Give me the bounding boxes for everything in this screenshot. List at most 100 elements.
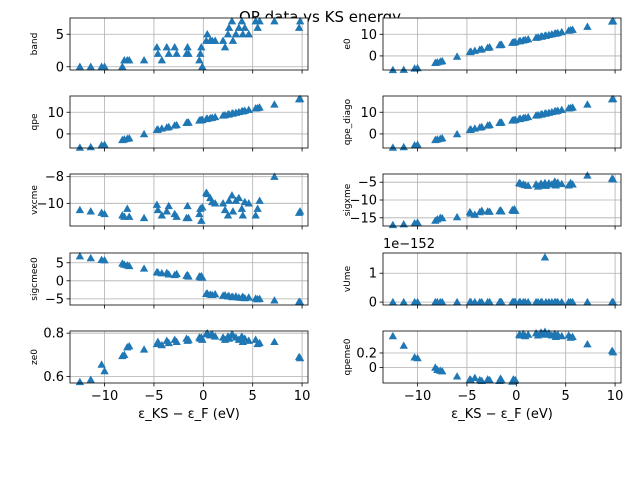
x-tick-label: 0 [199, 389, 207, 404]
data-point [583, 171, 592, 179]
data-point [198, 203, 207, 211]
data-point [608, 297, 618, 306]
data-point [388, 65, 398, 74]
data-point [228, 36, 238, 44]
data-point [583, 339, 592, 348]
data-point [157, 211, 167, 219]
y-axis-label: sigxme [343, 183, 353, 216]
y-axis-label: band [30, 33, 40, 56]
data-point [164, 49, 173, 57]
data-point [583, 22, 592, 30]
data-point [540, 253, 550, 261]
data-point [210, 332, 220, 340]
data-point [244, 293, 253, 301]
x-tick-label: 5 [562, 389, 570, 404]
y-tick-label: −15 [350, 211, 377, 226]
data-point [557, 331, 566, 340]
data-point [295, 207, 305, 215]
data-point [399, 220, 408, 228]
y-axis-label: sigcmee0 [30, 257, 40, 301]
data-point [438, 367, 447, 375]
y-tick-label: 0 [369, 361, 377, 376]
data-point [97, 360, 106, 368]
data-point [413, 353, 422, 362]
data-point [153, 205, 163, 214]
data-point [497, 40, 506, 48]
data-point [295, 297, 305, 306]
data-point [238, 30, 248, 38]
data-point [388, 331, 398, 340]
x-tick-label: −10 [91, 389, 118, 404]
data-point [86, 142, 95, 151]
data-point [218, 36, 228, 44]
data-point [157, 340, 167, 349]
data-point [86, 375, 95, 383]
data-point [152, 43, 162, 51]
y-tick-label: −8 [45, 170, 64, 185]
data-point [253, 204, 262, 212]
data-point [125, 341, 134, 350]
data-point [120, 350, 129, 358]
y-axis-label: vUme [343, 265, 353, 292]
data-point [164, 338, 173, 347]
data-point [162, 207, 171, 215]
x-tick-label: 10 [294, 389, 311, 404]
data-point [466, 375, 476, 384]
data-point [470, 373, 480, 382]
data-point [123, 204, 132, 212]
data-point [568, 103, 577, 111]
data-point [184, 335, 193, 343]
subplot-sigxme: −15 −10 −5 sigxme [343, 171, 622, 230]
data-point [295, 94, 305, 103]
data-point [255, 103, 264, 111]
data-point [497, 297, 506, 306]
x-tick-label: −5 [457, 389, 476, 404]
data-point [223, 211, 233, 219]
data-point [511, 206, 520, 214]
data-point [224, 23, 234, 31]
data-point [195, 56, 204, 64]
data-point [75, 252, 85, 260]
data-point [153, 49, 163, 57]
data-point [497, 118, 506, 126]
data-point [295, 17, 305, 25]
y-tick-label: 10 [360, 28, 377, 43]
data-point [413, 140, 422, 148]
y-tick-label: 0.2 [356, 346, 377, 361]
y-tick-label: 0 [369, 296, 377, 311]
y-tick-label: 0 [369, 49, 377, 64]
y-tick-label: 0 [369, 127, 377, 142]
data-point [568, 332, 577, 341]
data-point [583, 297, 592, 306]
y-tick-label: 0 [56, 60, 64, 75]
axes-frame [382, 252, 622, 306]
data-point [164, 270, 173, 278]
data-point [244, 30, 253, 38]
data-point [237, 204, 247, 212]
data-point [523, 181, 533, 189]
subplot-qpe: 0 10 qpe [30, 94, 309, 152]
data-point [75, 143, 85, 151]
data-point [568, 25, 577, 33]
data-point [197, 43, 206, 51]
x-axis-label: ε_KS − ε_F (eV) [138, 407, 240, 422]
data-point [438, 297, 447, 306]
y-axis-label: ze0 [30, 349, 40, 365]
data-point [523, 112, 533, 121]
data-point [172, 120, 181, 129]
data-point [452, 372, 462, 380]
data-point [172, 212, 181, 220]
data-point [224, 196, 234, 204]
data-point [485, 120, 494, 129]
x-tick-label: −5 [144, 389, 163, 404]
data-point [198, 335, 207, 343]
data-point [452, 212, 462, 221]
data-point [485, 43, 494, 51]
data-point [100, 62, 109, 70]
data-point [413, 218, 422, 226]
data-point [139, 264, 149, 272]
data-point [164, 201, 173, 210]
data-point [184, 213, 193, 222]
